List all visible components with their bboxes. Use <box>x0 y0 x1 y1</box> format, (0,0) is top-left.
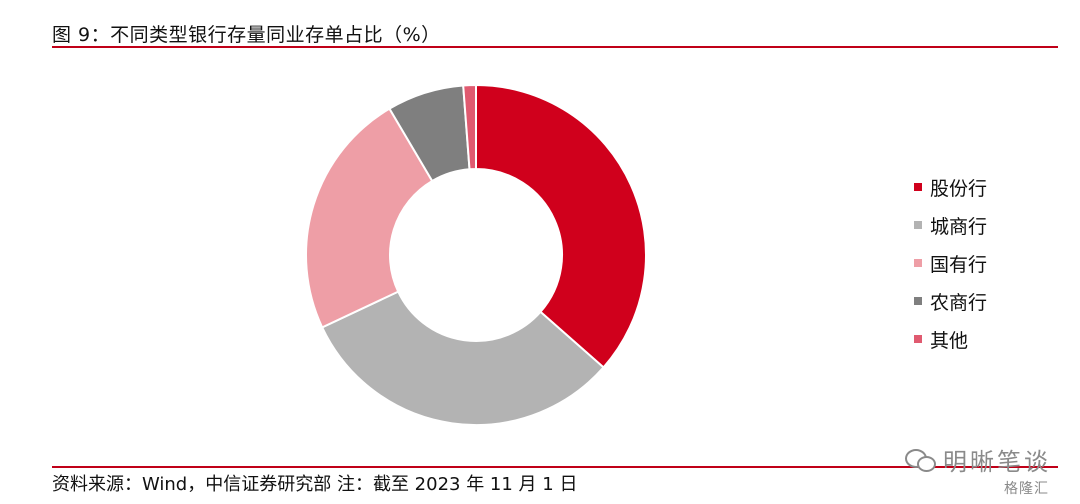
donut-slice-5 <box>462 83 477 171</box>
legend-swatch <box>914 259 922 267</box>
legend-swatch <box>914 183 922 191</box>
legend-item-3: 国有行 <box>914 244 987 282</box>
donut-slice-2 <box>320 290 605 426</box>
legend-swatch <box>914 297 922 305</box>
source-note: 资料来源：Wind，中信证券研究部 注：截至 2023 年 11 月 1 日 <box>52 474 578 495</box>
donut-slice-1 <box>475 83 647 369</box>
legend-item-1: 股份行 <box>914 168 987 206</box>
watermark-text: 明晰笔谈 <box>943 448 1051 476</box>
footer-divider <box>52 466 1058 468</box>
legend-item-5: 其他 <box>914 320 987 358</box>
legend-swatch <box>914 335 922 343</box>
chart-legend: 股份行城商行国有行农商行其他 <box>914 168 987 358</box>
title-divider <box>52 46 1058 48</box>
legend-label: 国有行 <box>930 253 988 276</box>
watermark: 明晰笔谈 <box>905 442 1051 477</box>
legend-label: 农商行 <box>930 291 988 314</box>
chart-title: 图 9：不同类型银行存量同业存单占比（%） <box>52 24 441 46</box>
corner-watermark: 格隆汇 <box>1004 481 1049 497</box>
legend-label: 城商行 <box>930 215 988 238</box>
legend-item-2: 城商行 <box>914 206 987 244</box>
donut-slice-3 <box>305 107 434 329</box>
legend-item-4: 农商行 <box>914 282 987 320</box>
legend-swatch <box>914 221 922 229</box>
wechat-icon <box>905 447 937 473</box>
legend-label: 股份行 <box>930 177 988 200</box>
legend-label: 其他 <box>930 329 969 352</box>
